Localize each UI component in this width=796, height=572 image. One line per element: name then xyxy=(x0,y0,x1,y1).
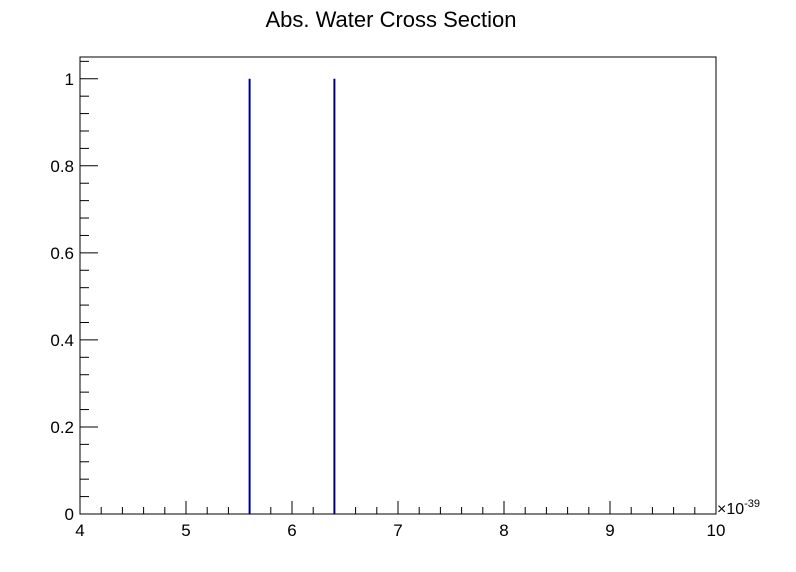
y-tick-label: 1 xyxy=(65,70,74,89)
x-axis-ticks xyxy=(79,501,717,514)
x-axis-multiplier: ×10-39 xyxy=(717,498,760,518)
y-tick-label: 0.4 xyxy=(50,331,74,350)
y-axis-tick-labels: 0 0.2 0.4 0.6 0.8 1 xyxy=(50,70,74,524)
y-tick-label: 0 xyxy=(65,505,74,524)
x-tick-label: 9 xyxy=(605,521,614,540)
x-tick-label: 6 xyxy=(287,521,296,540)
x-tick-label: 5 xyxy=(181,521,190,540)
y-tick-label: 0.8 xyxy=(50,157,74,176)
y-tick-label: 0.6 xyxy=(50,244,74,263)
x-tick-label: 4 xyxy=(75,521,84,540)
x-axis-multiplier-base: ×10 xyxy=(717,501,744,518)
x-tick-label: 10 xyxy=(707,521,726,540)
x-tick-label: 8 xyxy=(499,521,508,540)
chart-title: Abs. Water Cross Section xyxy=(265,7,516,32)
x-axis-multiplier-exponent: -39 xyxy=(744,498,760,510)
x-axis-tick-labels: 4 5 6 7 8 9 10 xyxy=(75,521,725,540)
y-axis-ticks xyxy=(80,60,98,515)
x-tick-label: 7 xyxy=(393,521,402,540)
plot-frame xyxy=(79,56,717,515)
data-series xyxy=(248,78,336,514)
y-tick-label: 0.2 xyxy=(50,418,74,437)
